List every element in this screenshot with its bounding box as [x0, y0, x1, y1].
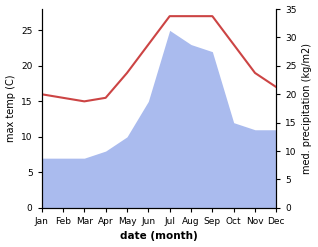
Y-axis label: med. precipitation (kg/m2): med. precipitation (kg/m2): [302, 43, 313, 174]
X-axis label: date (month): date (month): [120, 231, 198, 242]
Y-axis label: max temp (C): max temp (C): [5, 75, 16, 142]
